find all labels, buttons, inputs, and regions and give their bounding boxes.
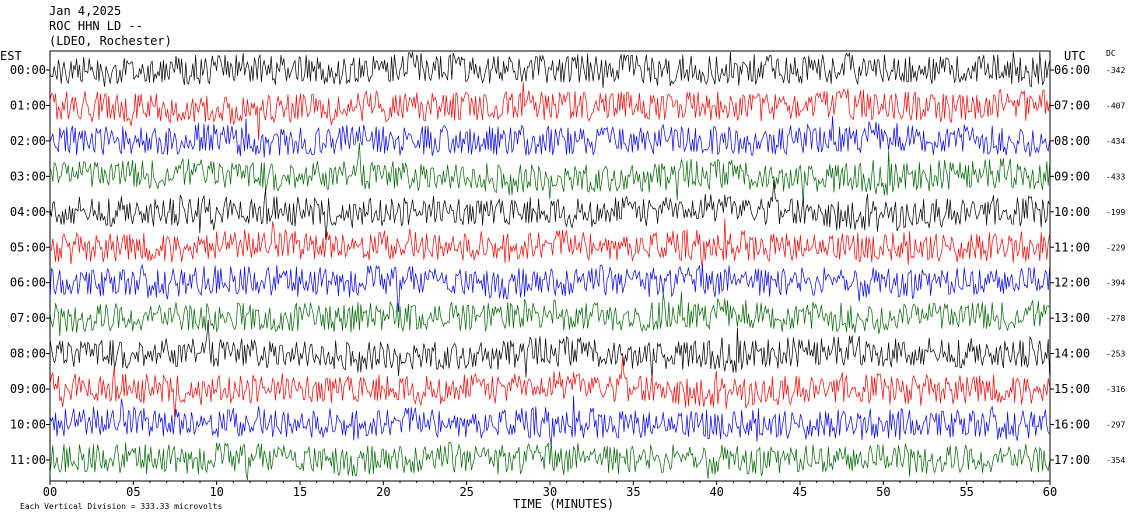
utc-row-label: 13:00 bbox=[1054, 311, 1090, 325]
utc-row-label: 11:00 bbox=[1054, 240, 1090, 254]
utc-row-label: 06:00 bbox=[1054, 63, 1090, 77]
dc-value: -229 bbox=[1106, 243, 1125, 252]
trace-row-0500 bbox=[49, 218, 1050, 269]
est-row-label: 05:00 bbox=[10, 240, 46, 254]
trace-row-0200 bbox=[49, 115, 1050, 158]
est-row-label: 02:00 bbox=[10, 134, 46, 148]
utc-row-label: 08:00 bbox=[1054, 134, 1090, 148]
header-station: ROC HHN LD -- bbox=[49, 19, 143, 33]
x-tick-label: 05 bbox=[126, 485, 140, 499]
dc-column-label: DC bbox=[1106, 49, 1116, 58]
utc-row-label: 14:00 bbox=[1054, 347, 1090, 361]
est-row-label: 06:00 bbox=[10, 276, 46, 290]
dc-value: -278 bbox=[1106, 314, 1125, 323]
x-tick-label: 00 bbox=[43, 485, 57, 499]
est-row-label: 00:00 bbox=[10, 63, 46, 77]
dc-value: -297 bbox=[1106, 421, 1125, 430]
utc-axis-label: UTC bbox=[1064, 49, 1086, 63]
est-row-label: 04:00 bbox=[10, 205, 46, 219]
header-network: (LDEO, Rochester) bbox=[49, 34, 172, 48]
x-tick-label: 30 bbox=[543, 485, 557, 499]
x-tick-label: 10 bbox=[209, 485, 223, 499]
trace-row-0700 bbox=[49, 291, 1050, 337]
header-date: Jan 4,2025 bbox=[49, 4, 122, 18]
trace-row-0300 bbox=[49, 142, 1050, 204]
x-tick-label: 60 bbox=[1043, 485, 1057, 499]
dc-value: -199 bbox=[1106, 208, 1125, 217]
dc-value: -434 bbox=[1106, 137, 1125, 146]
x-tick-label: 55 bbox=[959, 485, 973, 499]
dc-value: -394 bbox=[1106, 279, 1125, 288]
utc-row-label: 15:00 bbox=[1054, 382, 1090, 396]
dc-value: -253 bbox=[1106, 350, 1125, 359]
est-row-label: 03:00 bbox=[10, 169, 46, 183]
dc-value: -354 bbox=[1106, 456, 1125, 465]
trace-row-0900 bbox=[49, 356, 1050, 418]
est-row-label: 08:00 bbox=[10, 347, 46, 361]
dc-value: -342 bbox=[1106, 66, 1125, 75]
x-tick-label: 25 bbox=[459, 485, 473, 499]
utc-row-label: 07:00 bbox=[1054, 98, 1090, 112]
utc-row-label: 10:00 bbox=[1054, 205, 1090, 219]
est-row-label: 09:00 bbox=[10, 382, 46, 396]
utc-row-label: 17:00 bbox=[1054, 453, 1090, 467]
trace-row-0000 bbox=[49, 51, 1050, 88]
vertical-division-note: Each Vertical Division = 333.33 microvol… bbox=[20, 502, 223, 511]
utc-row-label: 09:00 bbox=[1054, 169, 1090, 183]
utc-row-label: 16:00 bbox=[1054, 418, 1090, 432]
dc-value: -316 bbox=[1106, 385, 1125, 394]
est-axis-label: EST bbox=[0, 49, 22, 63]
est-row-label: 10:00 bbox=[10, 418, 46, 432]
dc-value: -433 bbox=[1106, 172, 1125, 181]
x-tick-label: 35 bbox=[626, 485, 640, 499]
trace-row-1000 bbox=[49, 395, 1050, 446]
x-axis-title: TIME (MINUTES) bbox=[513, 497, 615, 511]
x-tick-label: 20 bbox=[376, 485, 390, 499]
trace-row-0400 bbox=[49, 179, 1050, 240]
est-row-label: 01:00 bbox=[10, 98, 46, 112]
x-tick-label: 45 bbox=[793, 485, 807, 499]
trace-row-0800 bbox=[49, 319, 1050, 381]
x-tick-label: 50 bbox=[876, 485, 890, 499]
x-tick-label: 40 bbox=[709, 485, 723, 499]
trace-row-0600 bbox=[49, 264, 1050, 313]
est-row-label: 11:00 bbox=[10, 453, 46, 467]
est-row-label: 07:00 bbox=[10, 311, 46, 325]
trace-row-1100 bbox=[49, 441, 1050, 481]
utc-row-label: 12:00 bbox=[1054, 276, 1090, 290]
x-tick-label: 15 bbox=[293, 485, 307, 499]
trace-row-0100 bbox=[49, 81, 1050, 141]
dc-value: -407 bbox=[1106, 101, 1125, 110]
